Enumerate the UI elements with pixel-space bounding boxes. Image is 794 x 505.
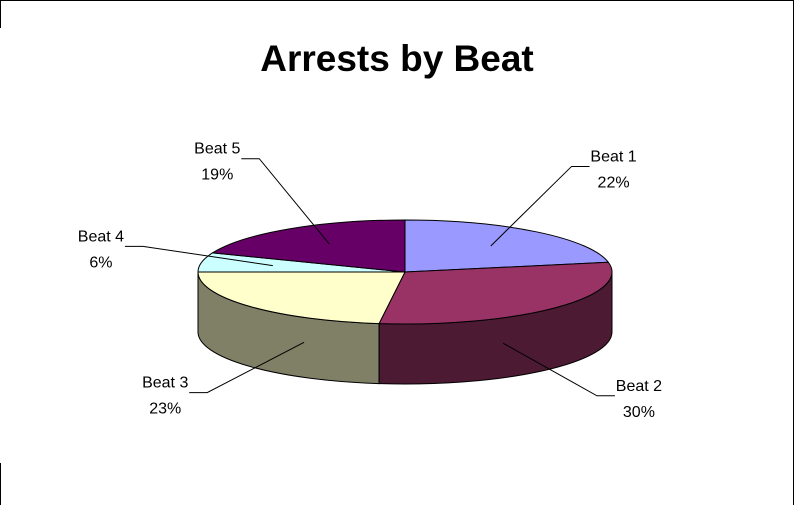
slice-percent-beat-2: 30%	[623, 404, 655, 421]
chart-title: Arrests by Beat	[260, 38, 534, 79]
leader-lines	[124, 158, 615, 397]
leader-line-beat-4	[124, 245, 273, 267]
frame-left-edge-bottom	[0, 463, 1, 505]
slice-percent-beat-5: 19%	[201, 167, 233, 184]
slice-percent-beat-3: 23%	[149, 401, 181, 418]
slice-label-beat-1: Beat 1	[590, 148, 636, 165]
slice-label-beat-2: Beat 2	[616, 378, 662, 395]
leader-line-beat-2	[502, 342, 615, 397]
leader-line-beat-3	[189, 341, 305, 394]
slice-label-beat-3: Beat 3	[142, 375, 188, 392]
slice-label-beat-4: Beat 4	[78, 228, 124, 245]
pie-slice-beat-5	[212, 219, 406, 273]
leader-line-beat-1	[490, 165, 590, 247]
pie-slice-beat-2	[378, 261, 613, 325]
pie-slice-beat-1	[404, 219, 609, 273]
slice-percent-beat-4: 6%	[89, 254, 112, 271]
slice-label-beat-5: Beat 5	[194, 141, 240, 158]
frame-left-edge	[0, 0, 1, 28]
pie-slice-beat-3	[197, 271, 406, 325]
slice-labels: Beat 1 22% Beat 2 30% Beat 3 23% Beat 4 6% Beat …	[78, 141, 662, 421]
slice-percent-beat-1: 22%	[598, 174, 630, 191]
pie-slices	[197, 219, 613, 325]
leader-line-beat-5	[241, 158, 330, 245]
